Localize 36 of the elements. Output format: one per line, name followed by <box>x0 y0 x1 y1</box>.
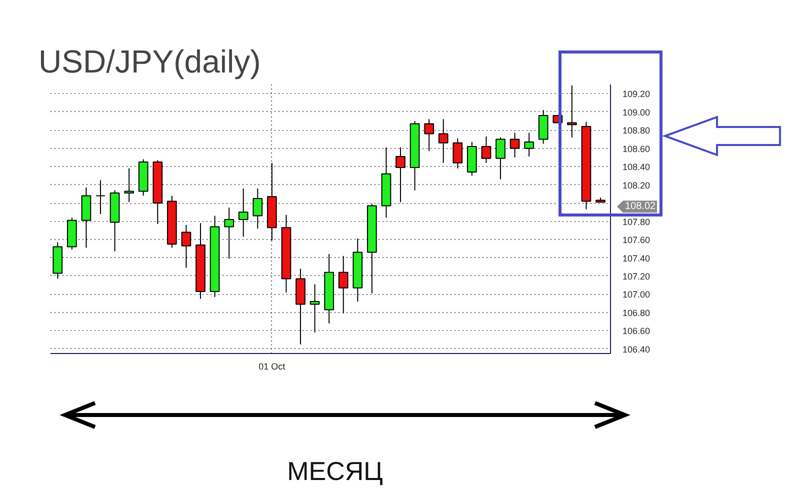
candlestick <box>452 138 463 169</box>
candlestick <box>538 110 548 144</box>
y-tick-label: 108.80 <box>622 126 650 136</box>
text: 108.02 <box>625 201 656 212</box>
candlestick <box>310 284 320 334</box>
y-tick-label: 106.40 <box>622 344 650 354</box>
candlestick <box>567 84 577 138</box>
y-tick-label: 108.20 <box>622 180 650 190</box>
candlestick <box>181 224 192 268</box>
y-tick-label: 106.80 <box>622 308 650 318</box>
y-tick-label: 109.00 <box>622 107 650 118</box>
text: МЕСЯЦ <box>287 456 383 486</box>
y-tick-label: 106.60 <box>622 326 650 336</box>
y-tick-label: 107.80 <box>622 216 650 227</box>
candlestick <box>438 118 448 164</box>
candlestick <box>338 255 348 314</box>
candlestick <box>496 136 506 180</box>
y-tick-label: 107.20 <box>622 271 650 282</box>
candlestick <box>224 207 234 260</box>
x-tick-label: 01 Oct <box>258 362 286 372</box>
y-tick-label: 107.00 <box>622 290 650 300</box>
chart-title: USD/JPY(daily) <box>38 44 261 80</box>
candlestick <box>124 168 134 203</box>
candlestick <box>396 146 406 203</box>
candlestick <box>96 180 106 214</box>
y-tick-label: 108.40 <box>622 162 650 172</box>
candlestick <box>510 132 520 158</box>
y-tick-label: 107.40 <box>622 253 650 264</box>
y-tick-label: 109.20 <box>622 89 650 100</box>
candlestick <box>252 188 263 230</box>
candlestick <box>524 132 534 158</box>
candlestick <box>424 118 434 152</box>
candlestick <box>238 188 248 238</box>
candlestick <box>481 136 492 164</box>
y-tick-label: 108.60 <box>622 144 650 154</box>
y-tick-label: 107.60 <box>622 235 650 246</box>
